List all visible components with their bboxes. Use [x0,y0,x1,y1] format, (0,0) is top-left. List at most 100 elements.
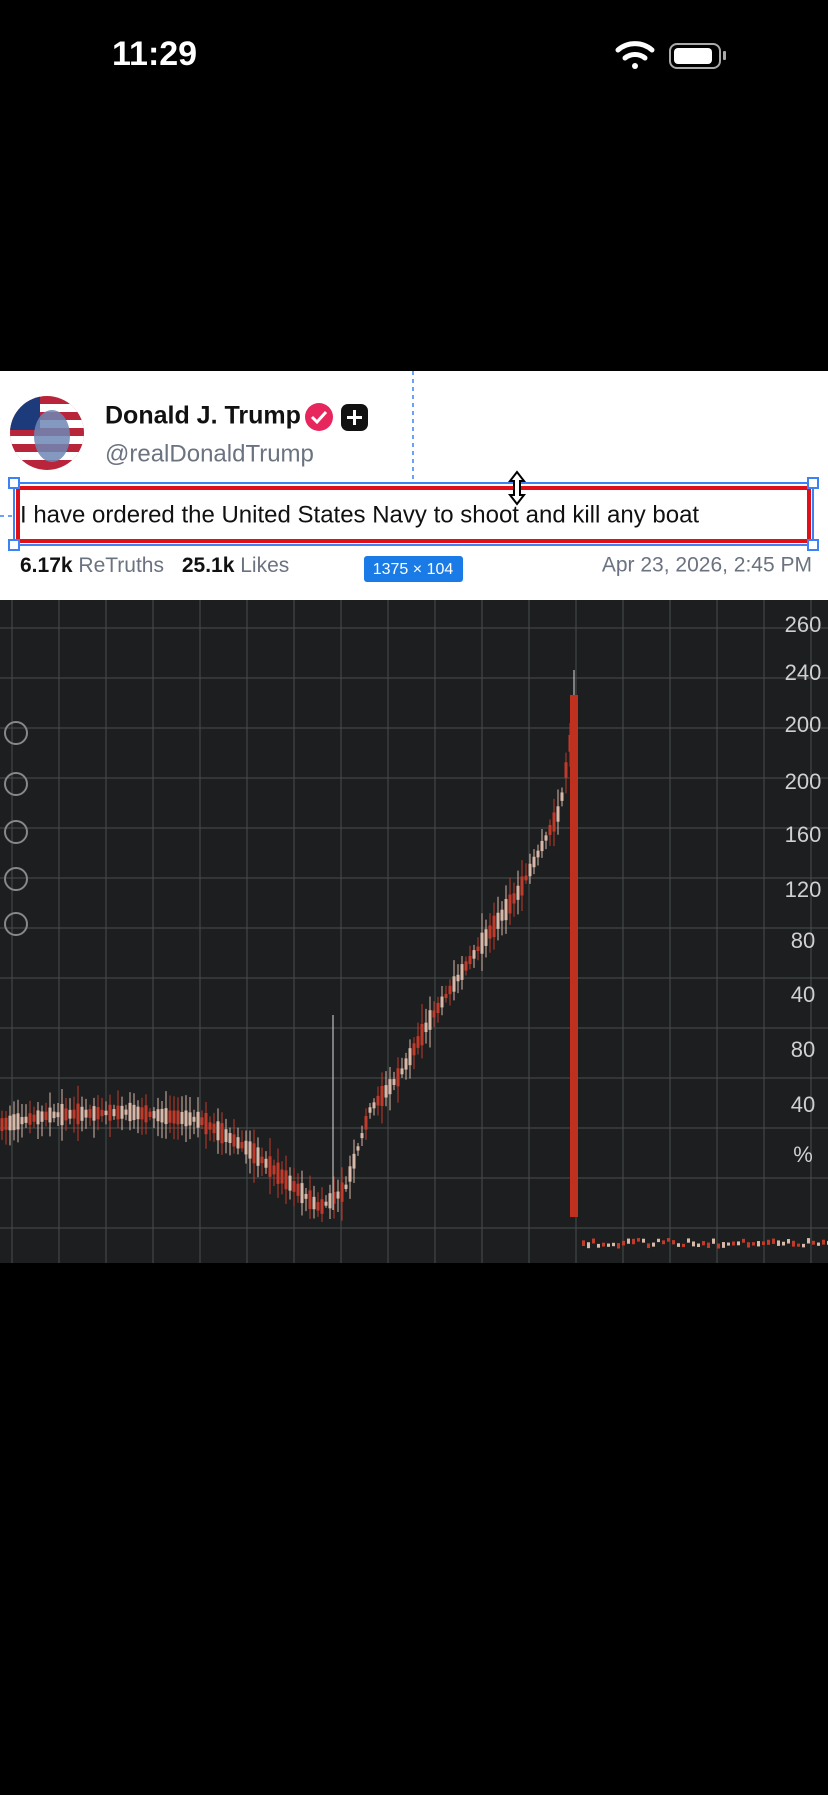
candle-body [372,1102,376,1109]
candle-body [632,1238,635,1245]
candle-body [376,1095,380,1106]
candle-body [112,1109,116,1117]
image-axis-label: 40 [791,982,815,1007]
candle-body [460,964,464,980]
candle-body [416,1036,420,1048]
candle-body [617,1243,620,1249]
candle-body [582,1240,585,1247]
candle-body [208,1122,212,1130]
candle-body [812,1240,815,1245]
candle-body [500,909,504,921]
post-stats: 6.17k ReTruths 25.1k Likes [20,554,289,577]
likes-count[interactable]: 25.1k [182,554,235,577]
author-name[interactable]: Donald J. Trump [105,402,301,430]
candle-body [380,1085,384,1107]
candle-body [16,1113,20,1130]
retruths-label[interactable]: ReTruths [78,554,164,577]
candle-body [564,762,568,778]
candle-body [532,856,536,868]
image-axis-label: 240 [785,660,822,685]
candle-body [712,1238,715,1244]
candle-body [360,1133,364,1139]
candle-body [396,1068,400,1087]
toolbar-icon [4,721,28,745]
candle-body [702,1241,705,1246]
candle-body [332,1192,336,1204]
selection-handles[interactable] [8,477,819,551]
size-label: 1375 × 104 [373,561,454,578]
candle-body [316,1202,320,1211]
candle-body [72,1109,76,1119]
candle-body [797,1243,800,1247]
candle-body [4,1117,8,1130]
candle-body [480,932,484,954]
candle-body [312,1196,316,1210]
candle-body [296,1183,300,1196]
selection-box[interactable] [13,482,814,546]
toolbar-icon [4,772,28,796]
candle-body [232,1134,236,1147]
post-text: I have ordered the United States Navy to… [20,501,699,528]
image-axis-label: 80 [791,928,815,953]
post-date: Apr 23, 2026, 2:45 PM [602,554,812,577]
candle-body [647,1243,650,1249]
candle-body [148,1111,152,1117]
candle-body [512,893,516,904]
candle-body [548,825,552,835]
candle-body [236,1137,240,1149]
candle-body [412,1043,416,1056]
candle-body [492,915,496,938]
candle-body [682,1243,685,1248]
candle-body [400,1068,404,1075]
likes-label[interactable]: Likes [240,554,289,577]
image-background [0,600,828,1263]
candle-body [452,976,456,992]
candle-body [722,1242,725,1248]
candle-body [40,1111,44,1122]
candle-body [448,985,452,995]
candle-body [508,894,512,914]
verified-badge [305,403,333,431]
candle-body [677,1243,680,1247]
candle-body [12,1114,16,1131]
candle-body [388,1079,392,1095]
candle-body [272,1165,276,1175]
candle-body [424,1022,428,1033]
candle-body [76,1103,80,1125]
candle-body [432,1010,436,1018]
candle-body [782,1241,785,1246]
candle-body [817,1242,820,1246]
candle-body [692,1241,695,1247]
candle-body [807,1238,810,1244]
image-axis-label: 120 [785,877,822,902]
candle-body [524,875,528,881]
candle-body [140,1107,144,1120]
candle-body [642,1238,645,1243]
candle-body [280,1169,284,1184]
candle-body [707,1242,710,1248]
candle-body [560,792,564,801]
candle-body [308,1190,312,1210]
size-badge [364,556,463,582]
candle-body [592,1238,595,1244]
image-axis-label: 200 [785,769,822,794]
retruths-count[interactable]: 6.17k [20,554,73,577]
candle-body [472,950,476,959]
candle-body [180,1111,184,1124]
candle-body [288,1175,292,1191]
candle-body [88,1109,92,1118]
image-axis-label: 260 [785,612,822,637]
candle-body [160,1108,164,1123]
avatar[interactable] [10,396,84,470]
candle-body [687,1238,690,1243]
image-axis-label: % [793,1142,813,1167]
author-handle[interactable]: @realDonaldTrump [105,440,314,467]
candle-body [627,1238,630,1244]
candle-body [536,850,540,858]
candle-body [408,1048,412,1066]
resize-cursor [507,470,527,506]
candle-body [787,1239,790,1244]
